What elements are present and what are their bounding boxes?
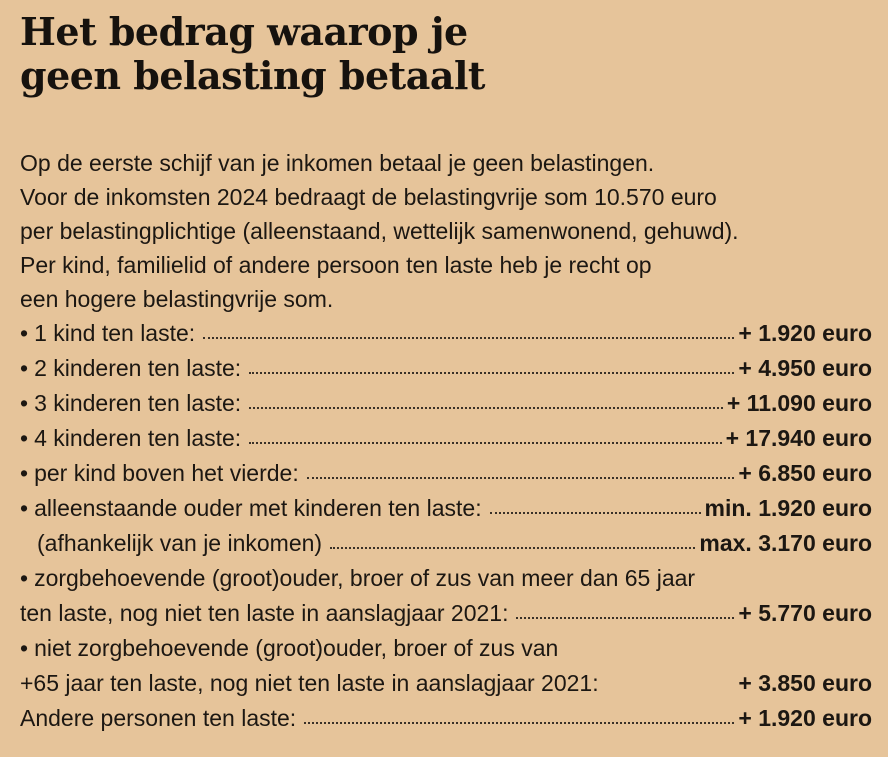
title-line-2: geen belasting betaalt — [20, 53, 485, 98]
bullet-icon: • — [20, 495, 29, 521]
bullet-icon: • — [20, 425, 29, 451]
dotted-leader — [330, 546, 696, 549]
allowance-amount: max. 3.170 euro — [699, 530, 872, 556]
allowance-label: 2 kinderen ten laste: — [34, 355, 242, 381]
allowance-row: Andere personen ten laste: + 1.920 euro — [20, 701, 872, 736]
allowance-label: zorgbehoevende (groot)ouder, broer of zu… — [34, 565, 696, 591]
allowance-amount: + 5.770 euro — [738, 600, 872, 626]
allowance-amount: min. 1.920 euro — [704, 495, 872, 521]
dotted-leader — [489, 511, 701, 514]
dotted-leader — [249, 406, 723, 409]
allowance-label: Andere personen ten laste: — [20, 705, 297, 731]
bullet-icon: • — [20, 320, 29, 346]
dotted-leader — [249, 441, 722, 444]
allowance-amount: + 1.920 euro — [738, 320, 872, 346]
allowance-row: • zorgbehoevende (groot)ouder, broer of … — [20, 561, 872, 596]
allowance-row: • per kind boven het vierde: + 6.850 eur… — [20, 456, 872, 491]
bullet-icon: • — [20, 635, 29, 661]
allowance-row: • niet zorgbehoevende (groot)ouder, broe… — [20, 631, 872, 666]
allowance-row: • 2 kinderen ten laste: + 4.950 euro — [20, 351, 872, 386]
allowance-label: ten laste, nog niet ten laste in aanslag… — [20, 600, 509, 626]
allowance-row: +65 jaar ten laste, nog niet ten laste i… — [20, 666, 872, 701]
bullet-icon: • — [20, 355, 29, 381]
intro-line: een hogere belastingvrije som. — [20, 286, 334, 312]
allowance-label: 3 kinderen ten laste: — [34, 390, 242, 416]
page-title: Het bedrag waarop je geen belasting beta… — [20, 10, 485, 98]
dotted-leader — [203, 336, 735, 339]
allowance-amount: + 3.850 euro — [738, 670, 872, 696]
allowance-amount: + 6.850 euro — [738, 460, 872, 486]
allowance-row: • 4 kinderen ten laste: + 17.940 euro — [20, 421, 872, 456]
allowance-label: 1 kind ten laste: — [34, 320, 196, 346]
intro-line: Per kind, familielid of andere persoon t… — [20, 252, 652, 278]
allowance-row: • 1 kind ten laste: + 1.920 euro — [20, 316, 872, 351]
bullet-icon: • — [20, 460, 29, 486]
allowance-label: alleenstaande ouder met kinderen ten las… — [34, 495, 482, 521]
allowance-label: (afhankelijk van je inkomen) — [37, 530, 323, 556]
allowance-row: • alleenstaande ouder met kinderen ten l… — [20, 491, 872, 526]
title-line-1: Het bedrag waarop je — [20, 9, 468, 54]
dotted-leader — [516, 616, 735, 619]
dotted-leader — [306, 476, 735, 479]
allowance-row: ten laste, nog niet ten laste in aanslag… — [20, 596, 872, 631]
allowance-label: +65 jaar ten laste, nog niet ten laste i… — [20, 670, 599, 696]
allowance-label: niet zorgbehoevende (groot)ouder, broer … — [34, 635, 559, 661]
intro-line: Voor de inkomsten 2024 bedraagt de belas… — [20, 184, 717, 210]
allowance-row: (afhankelijk van je inkomen) max. 3.170 … — [20, 526, 872, 561]
allowance-amount: + 17.940 euro — [725, 425, 872, 451]
allowance-row: • 3 kinderen ten laste: + 11.090 euro — [20, 386, 872, 421]
allowance-amount: + 11.090 euro — [726, 390, 872, 416]
bullet-icon: • — [20, 565, 29, 591]
intro-line: Op de eerste schijf van je inkomen betaa… — [20, 150, 655, 176]
allowance-amount: + 4.950 euro — [738, 355, 872, 381]
allowance-amount: + 1.920 euro — [738, 705, 872, 731]
allowance-label: 4 kinderen ten laste: — [34, 425, 242, 451]
dotted-leader — [304, 721, 735, 724]
article-body: Op de eerste schijf van je inkomen betaa… — [20, 146, 872, 736]
dotted-leader — [249, 371, 735, 374]
allowance-label: per kind boven het vierde: — [34, 460, 299, 486]
intro-line: per belastingplichtige (alleenstaand, we… — [20, 218, 739, 244]
bullet-icon: • — [20, 390, 29, 416]
